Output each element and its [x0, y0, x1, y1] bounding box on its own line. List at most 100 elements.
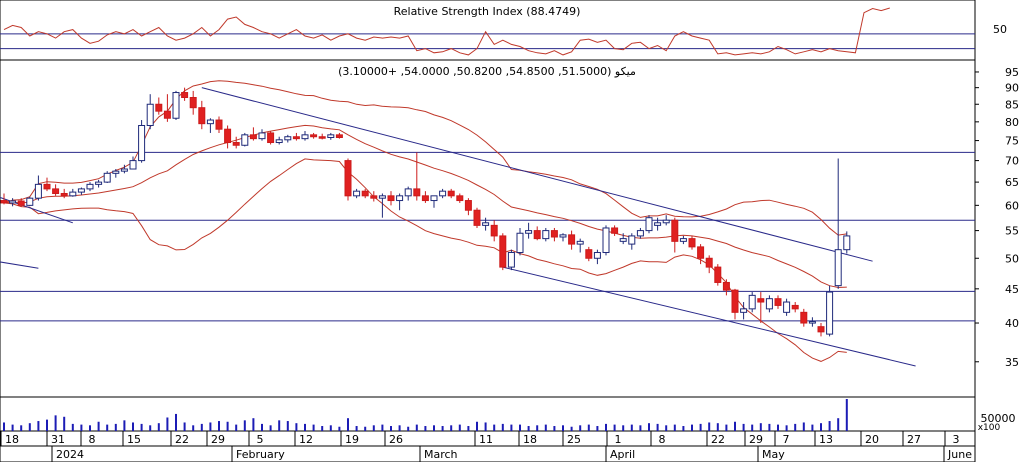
candle-body [499, 235, 507, 268]
candle-body [284, 136, 292, 141]
volume-bar [656, 423, 659, 431]
volume-bar [329, 425, 332, 431]
candle-body [619, 238, 627, 242]
price-tick-label: 90 [1005, 82, 1019, 95]
volume-bar [20, 425, 23, 431]
candle-body [327, 134, 335, 138]
volume-bar [630, 424, 633, 431]
volume-bar [175, 413, 177, 431]
volume-bar [759, 423, 762, 431]
volume-bar [734, 421, 736, 431]
candle-body [765, 298, 773, 310]
volume-bar [372, 425, 375, 431]
candle-body [129, 160, 137, 170]
volume-bar [252, 418, 255, 431]
volume-bar [691, 424, 693, 431]
candle-body [671, 219, 679, 242]
volume-bar [605, 423, 607, 431]
candle-body [241, 134, 249, 146]
volume-bar [54, 415, 57, 431]
candle-body [740, 308, 748, 313]
volume-bar [777, 424, 779, 431]
day-label: 11 [479, 433, 493, 446]
candle-body [335, 134, 343, 138]
x-axis [0, 430, 976, 462]
day-label: 18 [5, 433, 19, 446]
candle-body [387, 195, 395, 202]
candle-body [301, 134, 309, 140]
volume-bar [390, 426, 392, 431]
candle-body [550, 230, 558, 238]
candle-body [361, 190, 369, 197]
volume-bar [355, 426, 358, 431]
candle-body [60, 192, 68, 197]
candle-body [593, 252, 601, 259]
rsi-line [3, 7, 890, 56]
volume-bar [243, 420, 246, 431]
volume-bar [699, 423, 702, 431]
volume-bar [295, 423, 298, 431]
candle-body [292, 136, 300, 140]
volume-bar [149, 425, 152, 431]
day-label: 1 [615, 433, 622, 446]
trend-line [502, 266, 916, 367]
candle-body [249, 134, 257, 140]
volume-bar [587, 424, 590, 431]
volume-bar [269, 425, 272, 431]
candle-body [542, 230, 550, 240]
volume-bar [235, 424, 238, 431]
candle-body [482, 222, 490, 226]
candle-body [215, 119, 223, 130]
price-tick-label: 60 [1005, 199, 1019, 212]
candle-body [507, 252, 515, 268]
trend-line [0, 196, 73, 224]
candle-body [722, 281, 730, 291]
volume-bar [114, 423, 117, 431]
candle-body [404, 188, 412, 197]
day-label: 7 [783, 433, 790, 446]
month-label: March [424, 448, 458, 461]
candle-body [705, 257, 713, 268]
candle-body [146, 103, 154, 126]
candle-body [714, 266, 722, 283]
candle-body [636, 230, 644, 237]
candle-body [370, 195, 378, 199]
candle-body [138, 124, 146, 162]
volume-bar [562, 425, 564, 431]
rsi-title: Relative Strength Index (88.4749) [394, 5, 581, 18]
volume-bar [742, 423, 745, 431]
candle-body [843, 235, 851, 251]
volume-bar [338, 426, 341, 431]
volume-bar [132, 422, 134, 431]
price-tick-label: 55 [1005, 225, 1019, 238]
volume-bar [3, 422, 5, 431]
candle-body [275, 139, 283, 144]
volume-bar [596, 426, 599, 431]
volume-bar [493, 424, 496, 431]
candle-body [783, 301, 791, 313]
candle-body [662, 219, 670, 224]
volume-bar [501, 423, 504, 431]
candle-body [69, 191, 77, 197]
candle-body [697, 246, 705, 259]
volume-bar [725, 424, 728, 431]
candle-body [43, 183, 51, 190]
volume-bar [837, 418, 840, 431]
candle-body [834, 249, 842, 287]
month-label: June [947, 448, 972, 461]
volume-bar [820, 423, 822, 431]
rsi-tick-label: 50 [993, 23, 1007, 36]
day-label: 26 [389, 433, 403, 446]
volume-bar [407, 426, 410, 431]
candle-body [120, 168, 128, 172]
price-tick-label: 75 [1005, 135, 1019, 148]
day-label: 12 [299, 433, 313, 446]
candle-body [224, 128, 232, 144]
volume-bar [544, 424, 547, 431]
candle-body [447, 190, 455, 197]
price-tick-label: 70 [1005, 155, 1019, 168]
candle-body [310, 134, 318, 138]
volume-bar [785, 425, 788, 431]
volume-bar [476, 421, 478, 431]
